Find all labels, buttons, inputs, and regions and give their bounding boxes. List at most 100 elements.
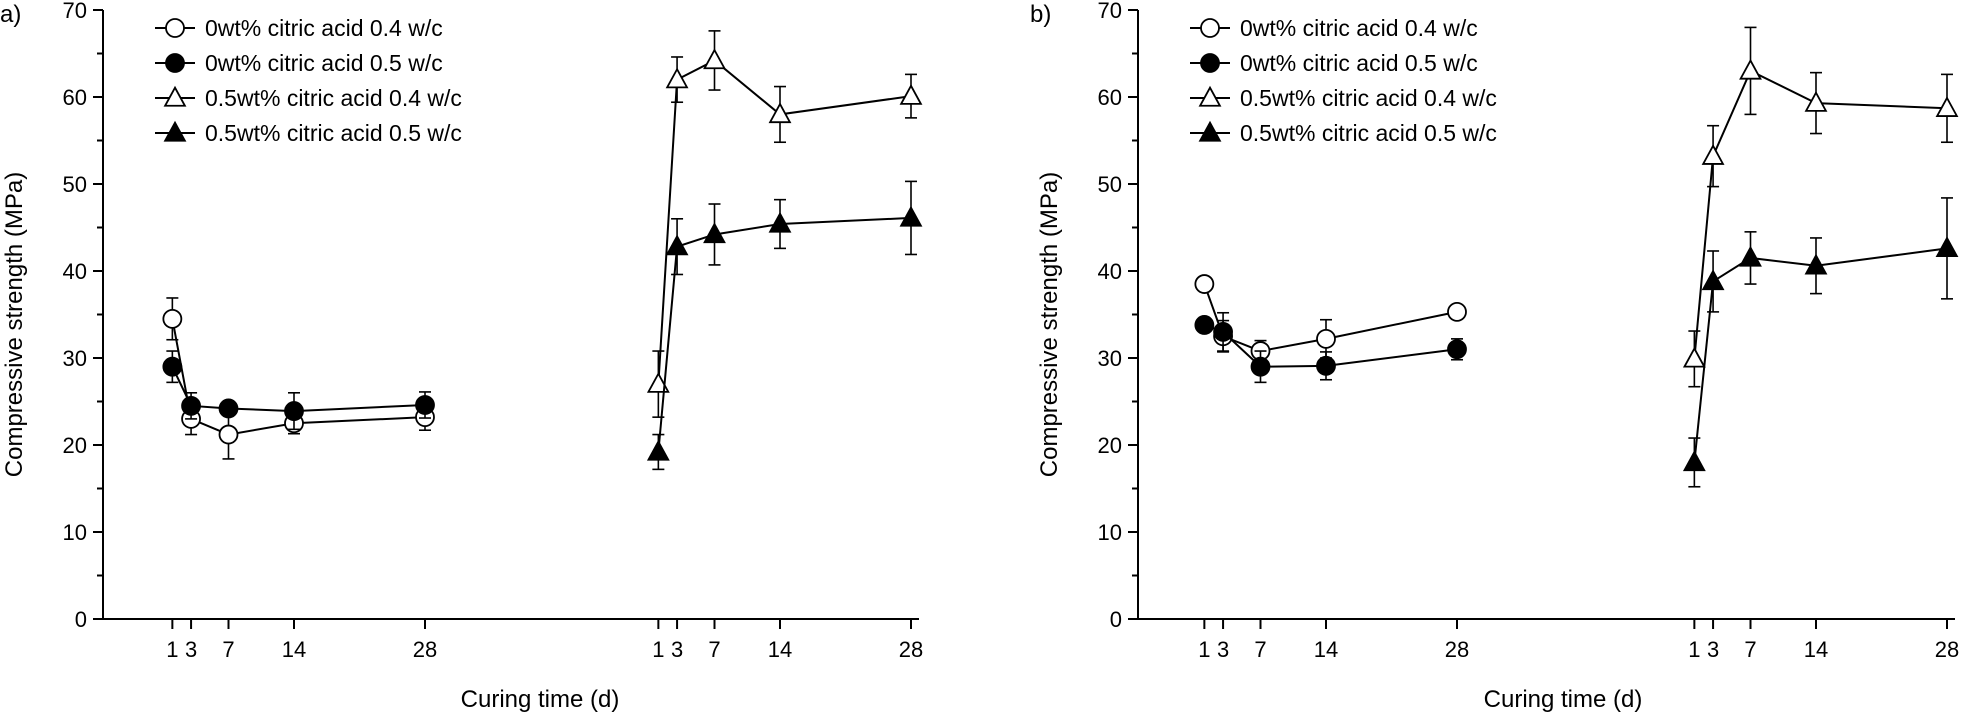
series-1 xyxy=(162,297,435,460)
legend-label: 0.5wt% citric acid 0.5 w/c xyxy=(205,120,462,146)
data-point xyxy=(162,308,183,329)
x-tick-label: 28 xyxy=(1445,637,1469,662)
y-tick-label: 60 xyxy=(1098,85,1122,110)
y-tick-label: 50 xyxy=(1098,172,1122,197)
data-point xyxy=(1682,346,1706,368)
data-point xyxy=(768,211,792,233)
legend-marker xyxy=(1200,18,1220,38)
x-tick-label: 7 xyxy=(1254,637,1266,662)
y-axis-title: Compressive strength (MPa) xyxy=(1,172,28,477)
y-tick-label: 10 xyxy=(63,520,87,545)
x-tick-label: 3 xyxy=(185,637,197,662)
x-tick-label: 14 xyxy=(1804,637,1828,662)
data-point xyxy=(1447,339,1467,360)
data-point xyxy=(703,222,726,244)
series-4 xyxy=(646,180,923,471)
data-point xyxy=(1804,90,1828,112)
data-point xyxy=(1250,356,1271,377)
data-point xyxy=(899,83,923,105)
legend-marker xyxy=(163,120,187,142)
legend: 0wt% citric acid 0.4 w/c 0wt% citric acid… xyxy=(155,15,462,146)
y-tick-label: 30 xyxy=(1098,346,1122,371)
data-point xyxy=(1935,96,1959,117)
x-tick-label: 14 xyxy=(1314,637,1338,662)
series-1 xyxy=(1194,274,1467,363)
data-point xyxy=(218,398,239,419)
panel-label: a) xyxy=(0,1,21,28)
data-point xyxy=(899,205,923,227)
x-tick-label: 3 xyxy=(1217,637,1229,662)
data-point xyxy=(162,356,183,377)
series-4 xyxy=(1682,197,1959,488)
legend-label: 0wt% citric acid 0.4 w/c xyxy=(205,15,443,41)
data-point xyxy=(218,424,239,445)
x-tick-label: 28 xyxy=(1935,637,1959,662)
data-point xyxy=(1194,274,1215,294)
data-point xyxy=(768,102,792,124)
data-point xyxy=(1935,236,1959,258)
series-3 xyxy=(646,30,923,418)
data-point xyxy=(1682,450,1706,472)
data-point xyxy=(181,395,201,416)
series-3 xyxy=(1682,26,1959,388)
data-point xyxy=(1701,269,1725,291)
y-tick-label: 0 xyxy=(1110,607,1122,632)
x-tick-label: 28 xyxy=(413,637,437,662)
data-point xyxy=(665,67,689,89)
legend-marker xyxy=(1198,85,1222,107)
data-point xyxy=(415,395,435,415)
y-tick-label: 0 xyxy=(75,607,87,632)
data-point xyxy=(1316,328,1336,349)
y-axis-title: Compressive strength (MPa) xyxy=(1036,172,1063,477)
data-point xyxy=(1447,301,1467,322)
x-tick-label: 7 xyxy=(1744,637,1756,662)
data-point xyxy=(665,234,689,256)
y-tick-label: 40 xyxy=(63,259,87,284)
data-point xyxy=(1739,245,1762,267)
x-tick-label: 1 xyxy=(1198,637,1210,662)
y-tick-label: 40 xyxy=(1098,259,1122,284)
legend-marker xyxy=(1200,53,1220,73)
data-point xyxy=(703,48,726,70)
legend-marker xyxy=(165,53,185,73)
series-line xyxy=(657,216,912,453)
legend-label: 0wt% citric acid 0.5 w/c xyxy=(205,50,443,76)
legend-label: 0.5wt% citric acid 0.5 w/c xyxy=(1240,120,1497,146)
series-line xyxy=(1693,69,1948,359)
x-tick-label: 3 xyxy=(671,637,683,662)
data-point xyxy=(1213,321,1233,342)
legend-label: 0wt% citric acid 0.5 w/c xyxy=(1240,50,1478,76)
legend: 0wt% citric acid 0.4 w/c 0wt% citric acid… xyxy=(1190,15,1497,146)
legend-label: 0.5wt% citric acid 0.4 w/c xyxy=(205,85,462,111)
y-tick-label: 10 xyxy=(1098,520,1122,545)
series-2 xyxy=(162,350,435,431)
x-tick-label: 1 xyxy=(652,637,664,662)
series-2 xyxy=(1194,311,1467,384)
x-tick-label: 7 xyxy=(222,637,234,662)
x-axis-title: Curing time (d) xyxy=(461,686,620,713)
x-tick-label: 1 xyxy=(1688,637,1700,662)
legend-marker xyxy=(165,18,185,38)
data-point xyxy=(1701,143,1725,165)
x-axis-title: Curing time (d) xyxy=(1484,686,1643,713)
data-point xyxy=(1194,315,1215,335)
x-tick-label: 14 xyxy=(282,637,306,662)
x-tick-label: 14 xyxy=(768,637,792,662)
data-point xyxy=(284,401,304,421)
y-tick-label: 20 xyxy=(1098,433,1122,458)
data-point xyxy=(1316,355,1336,376)
series-line xyxy=(1693,247,1948,463)
x-tick-label: 7 xyxy=(708,637,720,662)
y-tick-label: 70 xyxy=(63,0,87,23)
y-tick-label: 60 xyxy=(63,85,87,110)
data-point xyxy=(1739,58,1762,80)
y-tick-label: 30 xyxy=(63,346,87,371)
panel-label: b) xyxy=(1030,1,1051,28)
y-tick-label: 20 xyxy=(63,433,87,458)
y-tick-label: 70 xyxy=(1098,0,1122,23)
data-point xyxy=(1804,253,1828,275)
legend-label: 0wt% citric acid 0.4 w/c xyxy=(1240,15,1478,41)
